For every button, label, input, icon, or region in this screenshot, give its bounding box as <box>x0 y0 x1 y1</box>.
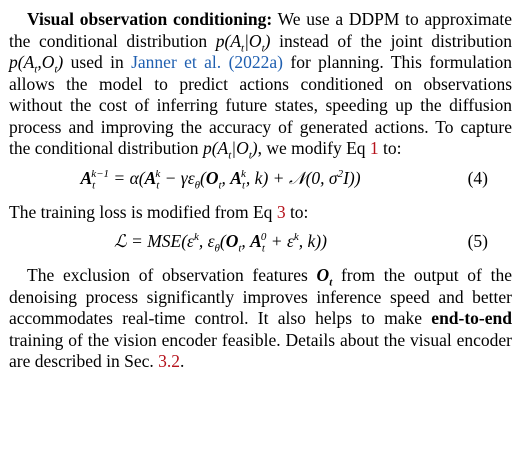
equation-4-body: Atk−1 = α(Atk − γεθ(Ot, Atk, k) + 𝒩(0, σ… <box>80 167 361 192</box>
text-segment: . <box>180 351 185 371</box>
text-segment: instead of the joint distribution <box>270 30 513 51</box>
paragraph-exclusion: The exclusion of observation features Ot… <box>9 265 512 373</box>
text-segment: , we modify Eq <box>257 138 370 158</box>
paragraph-visual-conditioning: Visual observation conditioning: We use … <box>9 9 513 162</box>
equation-5-number: (5) <box>467 231 488 252</box>
text-segment: used in <box>63 52 132 72</box>
text-segment: The exclusion of observation features <box>27 265 317 285</box>
equation-5: ℒ = MSE(εk, εθ(Ot, At0 + εk, k)) (5) <box>9 225 512 259</box>
text-segment: training of the vision encoder feasible.… <box>9 329 512 372</box>
text-segment: for planning. This formulation allows th… <box>9 52 512 158</box>
section-ref-link[interactable]: 3.2 <box>158 351 181 371</box>
equation-4-number: (4) <box>467 167 488 188</box>
bold-end-to-end: end-to-end <box>431 308 512 328</box>
math-p-conditional: p(At|Ot) <box>202 138 258 162</box>
equation-5-body: ℒ = MSE(εk, εθ(Ot, At0 + εk, k)) <box>114 231 327 255</box>
equation-ref-link[interactable]: 1 <box>369 138 379 158</box>
math-o-t: Ot <box>316 265 333 289</box>
text-segment: from the output of the denoising process… <box>9 265 512 328</box>
paragraph-training-loss: The training loss is modified from Eq 3 … <box>9 202 512 224</box>
math-p-joint: p(At,Ot) <box>9 52 64 76</box>
text-segment: to: <box>378 138 402 158</box>
text-segment: The training loss is modified from Eq <box>9 201 277 222</box>
equation-4: Atk−1 = α(Atk − γεθ(Ot, Atk, k) + 𝒩(0, σ… <box>9 162 512 196</box>
equation-ref-link[interactable]: 3 <box>276 201 286 222</box>
math-p-a-given-o: p(At|Ot) <box>215 30 271 54</box>
paragraph-lead: Visual observation conditioning: <box>27 9 273 29</box>
citation-link[interactable]: Janner et al. (2022a) <box>131 52 283 72</box>
text-segment: to: <box>285 201 309 222</box>
text-segment: We use a DDPM to approximate the conditi… <box>9 9 513 51</box>
